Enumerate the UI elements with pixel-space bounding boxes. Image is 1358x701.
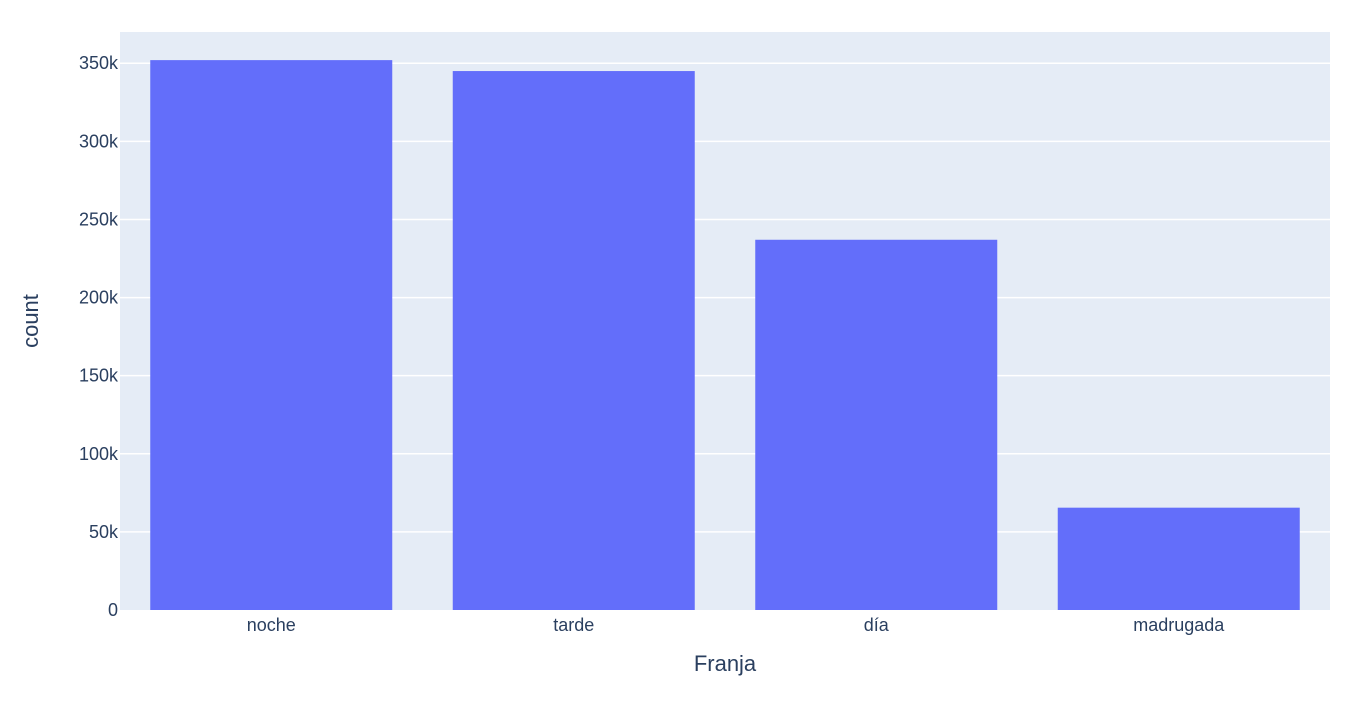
bar-noche bbox=[150, 60, 393, 611]
y-tick-label: 150k bbox=[79, 366, 119, 386]
y-tick-label: 350k bbox=[79, 53, 119, 73]
x-tick-label: madrugada bbox=[1133, 615, 1225, 635]
bars bbox=[150, 60, 1300, 611]
y-tick-label: 250k bbox=[79, 209, 119, 229]
bar-día bbox=[755, 239, 998, 610]
x-tick-label: noche bbox=[247, 615, 296, 635]
y-tick-label: 50k bbox=[89, 522, 119, 542]
x-axis-ticks: noche tarde día madrugada bbox=[247, 615, 1226, 635]
y-tick-label: 0 bbox=[108, 600, 118, 620]
y-tick-label: 100k bbox=[79, 444, 119, 464]
bar-tarde bbox=[452, 71, 695, 610]
x-tick-label: día bbox=[864, 615, 890, 635]
bar-madrugada bbox=[1057, 507, 1300, 610]
y-tick-label: 300k bbox=[79, 131, 119, 151]
y-tick-label: 200k bbox=[79, 288, 119, 308]
x-tick-label: tarde bbox=[553, 615, 594, 635]
y-axis-ticks: 0 50k 100k 150k 200k 250k 300k 350k bbox=[79, 53, 119, 620]
x-axis-title: Franja bbox=[694, 651, 757, 676]
y-axis-title: count bbox=[18, 294, 43, 348]
